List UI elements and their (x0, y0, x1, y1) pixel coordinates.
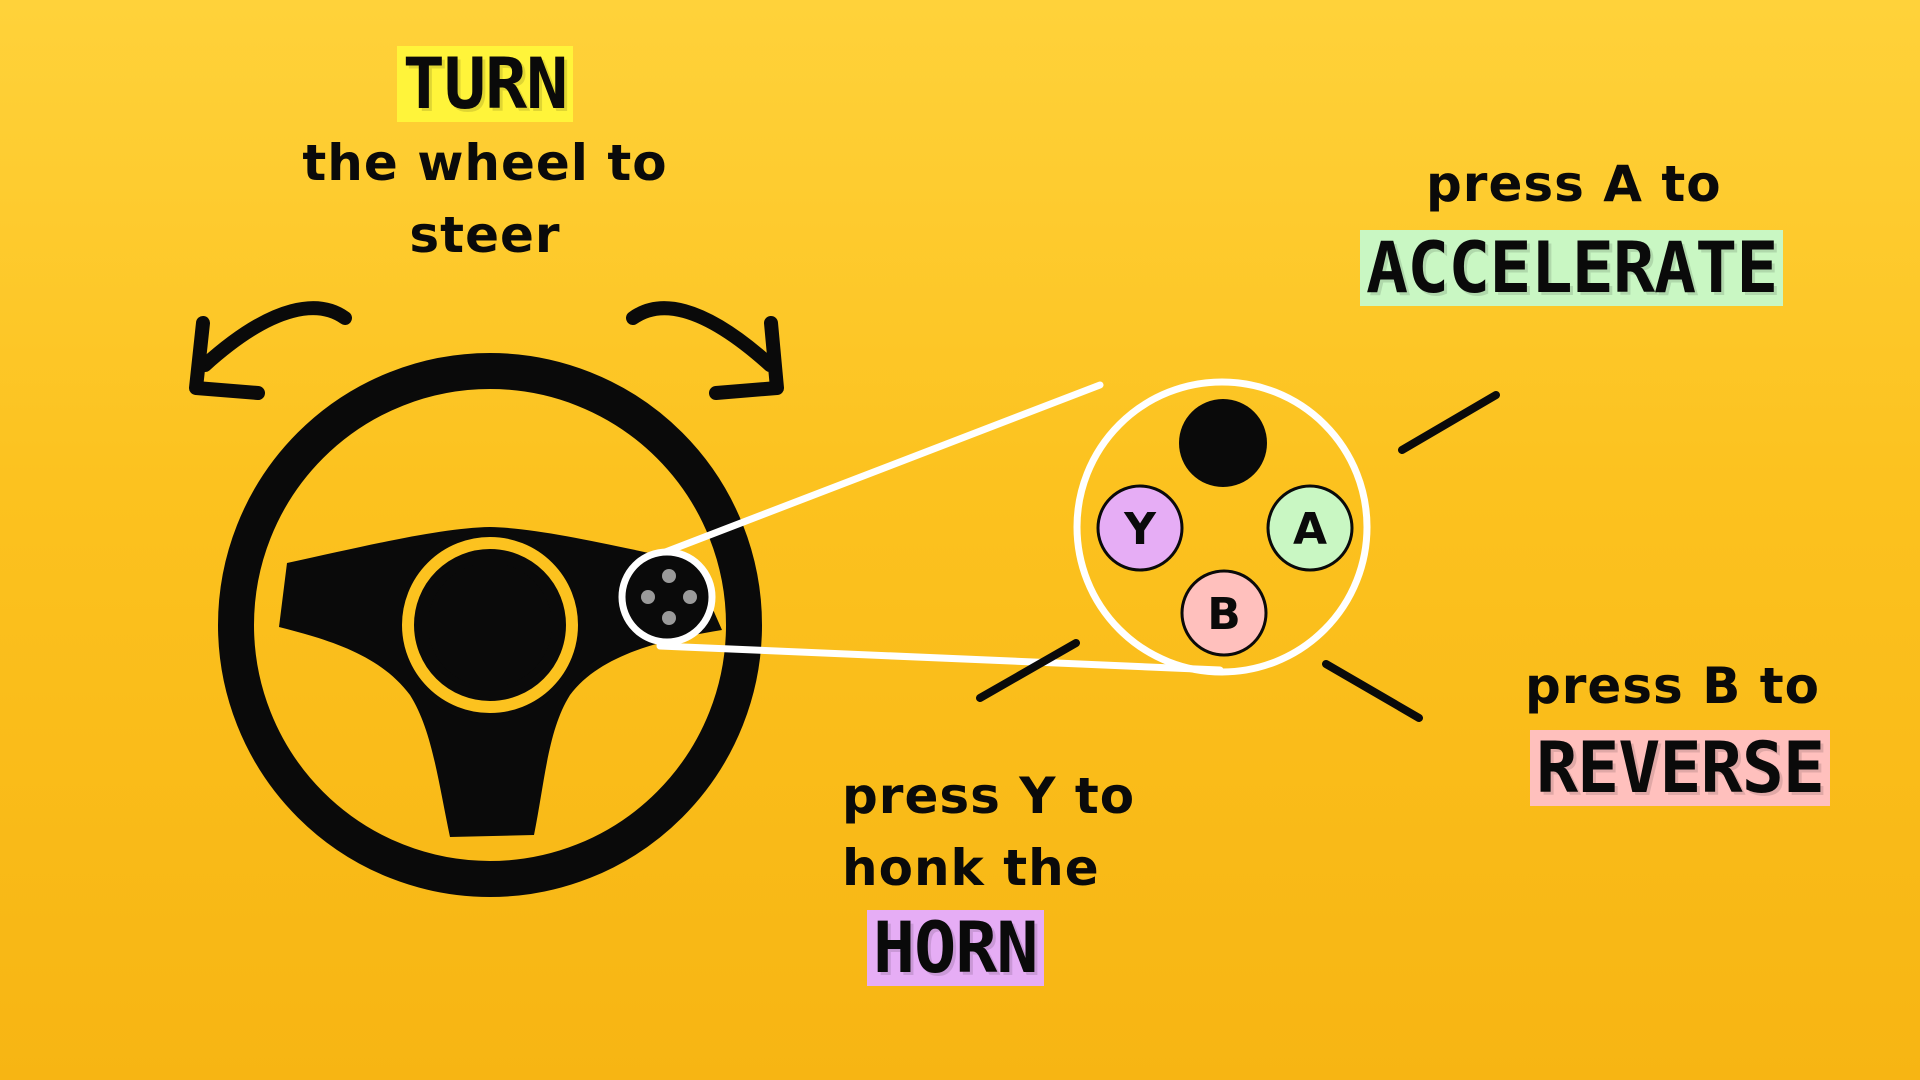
wheel-hub-ring (402, 537, 578, 713)
b-button-label: B (1207, 589, 1241, 640)
turn-line-2: steer (409, 206, 561, 264)
horn-instruction: press Y to honk the HORN (842, 760, 1242, 991)
y-button-label: Y (1123, 504, 1157, 555)
zoom-circle (1073, 378, 1371, 676)
horn-pointer (976, 639, 1080, 702)
accelerate-keyword: ACCELERATE (1360, 230, 1784, 306)
zoom-connector-lines (651, 381, 1224, 674)
accelerate-pointer (1398, 391, 1500, 454)
curved-arrow-right-icon (626, 301, 784, 400)
steering-wheel-icon (218, 353, 762, 897)
pointer-lines (976, 391, 1500, 722)
a-button (1266, 484, 1354, 572)
accelerate-prefix: press A to (1426, 155, 1722, 213)
turn-line-1: the wheel to (302, 134, 668, 192)
top-button (1179, 399, 1267, 487)
b-button (1180, 569, 1268, 657)
turn-instruction: TURN the wheel to steer (285, 46, 685, 271)
reverse-keyword: REVERSE (1529, 730, 1830, 806)
wheel-hub (428, 563, 552, 687)
turn-keyword: TURN (396, 46, 574, 122)
curved-arrow-left-icon (189, 301, 352, 400)
reverse-prefix: press B to (1524, 657, 1820, 715)
zoomed-button-panel: Y A B (1073, 378, 1371, 676)
wheel-button-cluster (618, 548, 716, 646)
horn-line-2: honk the (842, 839, 1100, 897)
reverse-instruction: press B to REVERSE (1360, 650, 1830, 811)
y-button (1096, 484, 1184, 572)
reverse-pointer (1322, 660, 1423, 722)
wheel-rim (218, 353, 762, 897)
horn-line-1: press Y to (842, 767, 1136, 825)
a-button-label: A (1293, 504, 1327, 555)
horn-keyword: HORN (867, 910, 1044, 986)
accelerate-instruction: press A to ACCELERATE (1360, 148, 1840, 311)
